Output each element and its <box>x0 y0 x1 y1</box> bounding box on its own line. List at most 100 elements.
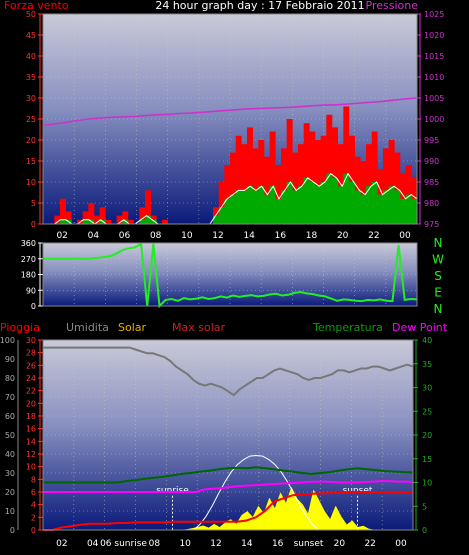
left-tick-label: 45 <box>26 31 36 40</box>
wind-gust-bar <box>309 131 316 224</box>
legend-item: Umidita <box>66 321 109 334</box>
wind-avg-bar <box>405 194 412 224</box>
panel2-series <box>43 242 418 309</box>
wind-avg-bar <box>343 173 350 224</box>
right-tick-label: 1020 <box>424 31 444 40</box>
rain-tick-label: 12 <box>26 450 36 459</box>
humidity-tick-label: 0 <box>10 526 15 535</box>
panel1-left-ticks: 0 5 10 15 20 25 30 35 40 45 50 <box>26 10 43 229</box>
panel3-frame <box>42 339 414 531</box>
wind-gust-bar <box>139 207 146 224</box>
panel3-legend: Pioggia Umidita Solar Max solar Temperatura D… <box>0 321 448 334</box>
x-tick-label: 12 <box>212 231 223 241</box>
legend-item: Pioggia <box>0 321 40 334</box>
wind-gust-bar <box>269 131 276 224</box>
x-tick-label: 04 <box>88 231 100 241</box>
panel1-right-ticks: 975 980 985 990 995 1000 1005 1010 1015 1020 1025 <box>417 10 444 229</box>
wind-gust-bar <box>145 190 151 224</box>
right-tick-label: 980 <box>424 199 439 208</box>
wind-gust-bar <box>54 215 61 224</box>
humidity-tick-label: 70 <box>5 393 15 402</box>
rain-tick-label: 28 <box>26 349 36 358</box>
wind-avg-bar <box>122 219 129 224</box>
wind-avg-bar <box>411 198 418 224</box>
wind-avg-bar <box>315 186 321 224</box>
wind-avg-bar <box>303 177 310 224</box>
sunset-label: sunset <box>343 486 373 496</box>
x-tick-label: 08 <box>150 231 162 241</box>
temp-tick-label: 35 <box>422 360 432 369</box>
wind-gust-bar <box>366 144 372 224</box>
right-tick-label: 1000 <box>424 115 444 124</box>
wind-avg-bar <box>145 215 151 224</box>
x-tick-label: 02 <box>56 539 67 549</box>
x-tick-label: 18 <box>306 231 318 241</box>
temp-tick-label: 15 <box>422 455 432 464</box>
pressure-line <box>42 97 418 127</box>
wind-gust-bar <box>360 161 367 224</box>
dir-tick-label: 90 <box>26 286 36 295</box>
wind-avg-bar <box>218 207 225 224</box>
rain-tick-label: 6 <box>31 488 36 497</box>
wind-gust-bar <box>60 198 66 224</box>
wind-gust-bar <box>371 131 378 224</box>
chart-title: 24 hour graph day : 17 Febbraio 2011 <box>155 0 364 12</box>
sunrise-label: sunrise <box>156 486 189 496</box>
left-tick-label: 5 <box>31 199 36 208</box>
humidity-tick-label: 30 <box>5 469 15 478</box>
wind-avg-bar <box>383 190 389 224</box>
left-tick-label: 15 <box>26 157 36 166</box>
wind-avg-bar <box>377 194 384 224</box>
wind-gust-bar <box>235 135 242 224</box>
x-tick-label: 22 <box>368 231 379 241</box>
wind-gust-bar <box>162 219 168 224</box>
legend-item: Max solar <box>172 321 225 334</box>
humidity-tick-label: 80 <box>5 374 15 383</box>
x-tick-label: 00 <box>399 231 411 241</box>
wind-gust-bar <box>82 211 89 224</box>
compass-label: W <box>432 253 444 267</box>
rain-tick-label: 10 <box>26 463 36 472</box>
wind-gust-bar <box>105 219 112 224</box>
right-tick-label: 995 <box>424 136 439 145</box>
legend-item: Solar <box>118 321 147 334</box>
wind-gust-bar <box>286 119 293 224</box>
rain-tick-label: 18 <box>26 412 36 421</box>
temperature-line <box>43 466 414 484</box>
left-tick-label: 35 <box>26 73 36 82</box>
temp-tick-label: 20 <box>422 431 432 440</box>
humidity-tick-label: 60 <box>5 412 15 421</box>
right-tick-label: 990 <box>424 157 439 166</box>
temp-tick-label: 40 <box>422 336 432 345</box>
x-tick-label: 20 <box>334 539 346 549</box>
wind-gust-bar <box>281 148 287 224</box>
wind-gust-bar <box>122 211 129 224</box>
legend-item: Dew Point <box>392 321 448 334</box>
legend-item: Temperatura <box>312 321 383 334</box>
x-tick-label: 20 <box>337 231 349 241</box>
wind-avg-bar <box>400 198 406 224</box>
rain-tick-label: 16 <box>26 425 36 434</box>
panel3-humidity-ticks: 0 10 20 30 40 50 60 70 80 90 100 <box>0 336 19 535</box>
wind-avg-bar <box>388 186 395 224</box>
wind-gust-bar <box>252 148 259 224</box>
panel3-temp-ticks: 0 5 10 15 20 25 30 35 40 <box>413 336 432 535</box>
wind-direction-line <box>43 242 418 309</box>
wind-gust-bar <box>65 211 72 224</box>
wind-avg-bar <box>224 198 231 224</box>
rain-tick-label: 24 <box>26 374 36 383</box>
wind-avg-bar <box>320 182 327 224</box>
wind-gust-bar <box>218 182 225 224</box>
rain-tick-label: 0 <box>31 526 36 535</box>
temp-tick-label: 25 <box>422 407 432 416</box>
right-tick-label: 1010 <box>424 73 444 82</box>
right-tick-label: 1025 <box>424 10 444 19</box>
wind-avg-bar <box>349 182 355 224</box>
left-axis-label-top: Forza vento <box>4 0 69 12</box>
wind-direction-panel: 0 90 180 270 360 <box>21 239 418 311</box>
x-tick-label: 16 <box>272 539 284 549</box>
wind-avg-bar <box>309 182 316 224</box>
